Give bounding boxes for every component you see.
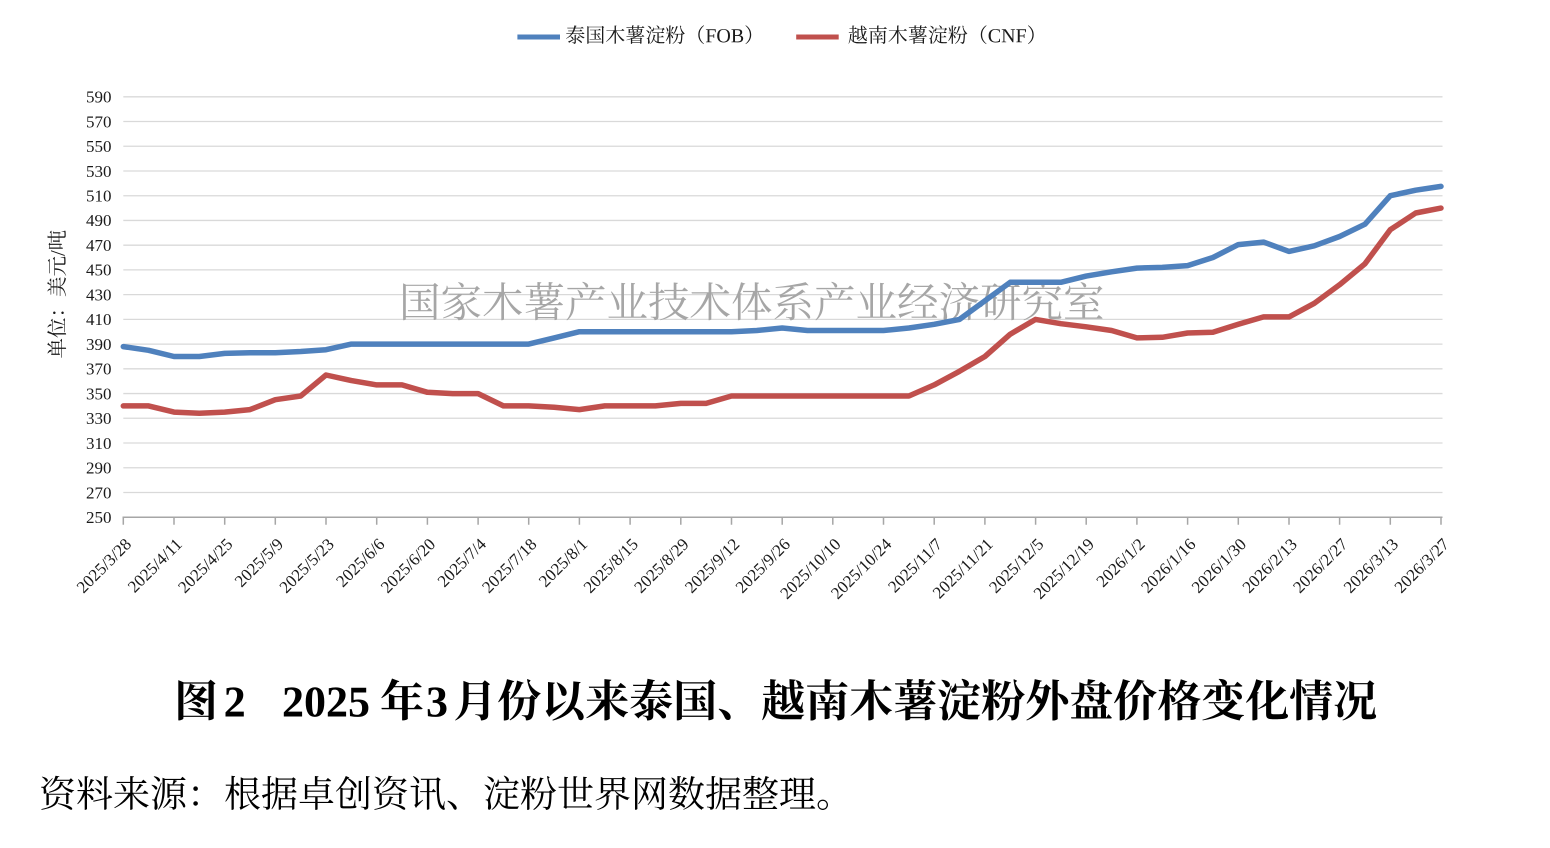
svg-text:510: 510 [86,187,112,206]
svg-text:350: 350 [86,384,112,403]
svg-text:450: 450 [86,261,112,280]
svg-text:270: 270 [86,483,112,502]
svg-text:410: 410 [86,310,112,329]
svg-text:250: 250 [86,508,112,527]
svg-text:470: 470 [86,236,112,255]
svg-text:490: 490 [86,211,112,230]
svg-text:430: 430 [86,285,112,304]
svg-text:310: 310 [86,434,112,453]
svg-text:330: 330 [86,409,112,428]
svg-text:390: 390 [86,335,112,354]
svg-text:570: 570 [86,112,112,131]
svg-text:290: 290 [86,459,112,478]
svg-text:550: 550 [86,137,112,156]
svg-text:530: 530 [86,162,112,181]
svg-text:590: 590 [86,88,112,107]
svg-text:370: 370 [86,360,112,379]
